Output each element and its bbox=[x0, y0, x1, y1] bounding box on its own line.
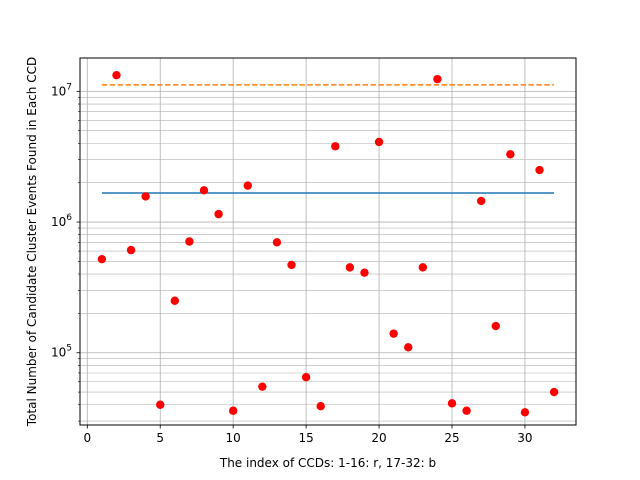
y-tick-exponent: 7 bbox=[66, 82, 72, 92]
data-point bbox=[549, 387, 559, 397]
data-point bbox=[345, 263, 355, 272]
x-tick-label: 10 bbox=[226, 431, 241, 445]
reference-lines bbox=[101, 84, 555, 194]
data-point bbox=[199, 186, 209, 195]
data-point bbox=[447, 399, 457, 408]
data-point bbox=[126, 245, 136, 255]
plot-frame bbox=[79, 57, 577, 426]
grid bbox=[80, 58, 576, 425]
data-point bbox=[404, 343, 413, 352]
y-tick-base: 10 bbox=[51, 84, 66, 98]
data-point bbox=[476, 196, 486, 206]
y-tick-base: 10 bbox=[51, 215, 66, 229]
y-tick-label: 107 bbox=[51, 82, 72, 98]
data-point bbox=[185, 237, 194, 246]
data-point bbox=[316, 401, 325, 411]
data-point bbox=[156, 400, 165, 409]
data-point bbox=[214, 209, 223, 219]
data-point bbox=[462, 406, 471, 415]
y-tick-label: 105 bbox=[51, 344, 72, 360]
y-axis-label: Total Number of Candidate Cluster Events… bbox=[25, 57, 39, 427]
data-points bbox=[97, 70, 559, 417]
data-point bbox=[97, 254, 107, 264]
data-point bbox=[418, 263, 428, 272]
x-tick-label: 25 bbox=[444, 431, 459, 445]
y-tick-exponent: 6 bbox=[66, 213, 72, 223]
x-tick-label: 0 bbox=[83, 431, 91, 445]
data-point bbox=[535, 165, 544, 175]
data-point bbox=[141, 192, 150, 201]
x-tick-label: 20 bbox=[371, 431, 386, 445]
data-point bbox=[243, 181, 252, 190]
x-tick-label: 15 bbox=[298, 431, 313, 445]
y-tick-exponent: 5 bbox=[66, 344, 72, 354]
data-point bbox=[112, 70, 121, 80]
data-point bbox=[374, 137, 384, 147]
data-point bbox=[287, 260, 296, 270]
x-tick-label: 30 bbox=[517, 431, 532, 445]
data-point bbox=[301, 372, 311, 382]
data-point bbox=[360, 268, 369, 277]
data-point bbox=[433, 74, 442, 84]
y-tick-label: 106 bbox=[51, 213, 72, 229]
data-point bbox=[389, 329, 398, 338]
data-point bbox=[258, 382, 267, 391]
x-axis-label: The index of CCDs: 1-16: r, 17-32: b bbox=[219, 456, 436, 470]
x-tick-label: 5 bbox=[156, 431, 164, 445]
data-point bbox=[331, 142, 340, 151]
data-point bbox=[520, 408, 530, 417]
y-tick-base: 10 bbox=[51, 346, 66, 360]
data-point bbox=[506, 150, 515, 159]
data-point bbox=[228, 406, 238, 415]
data-point bbox=[272, 238, 282, 247]
data-point bbox=[491, 321, 500, 331]
data-point bbox=[170, 296, 180, 305]
